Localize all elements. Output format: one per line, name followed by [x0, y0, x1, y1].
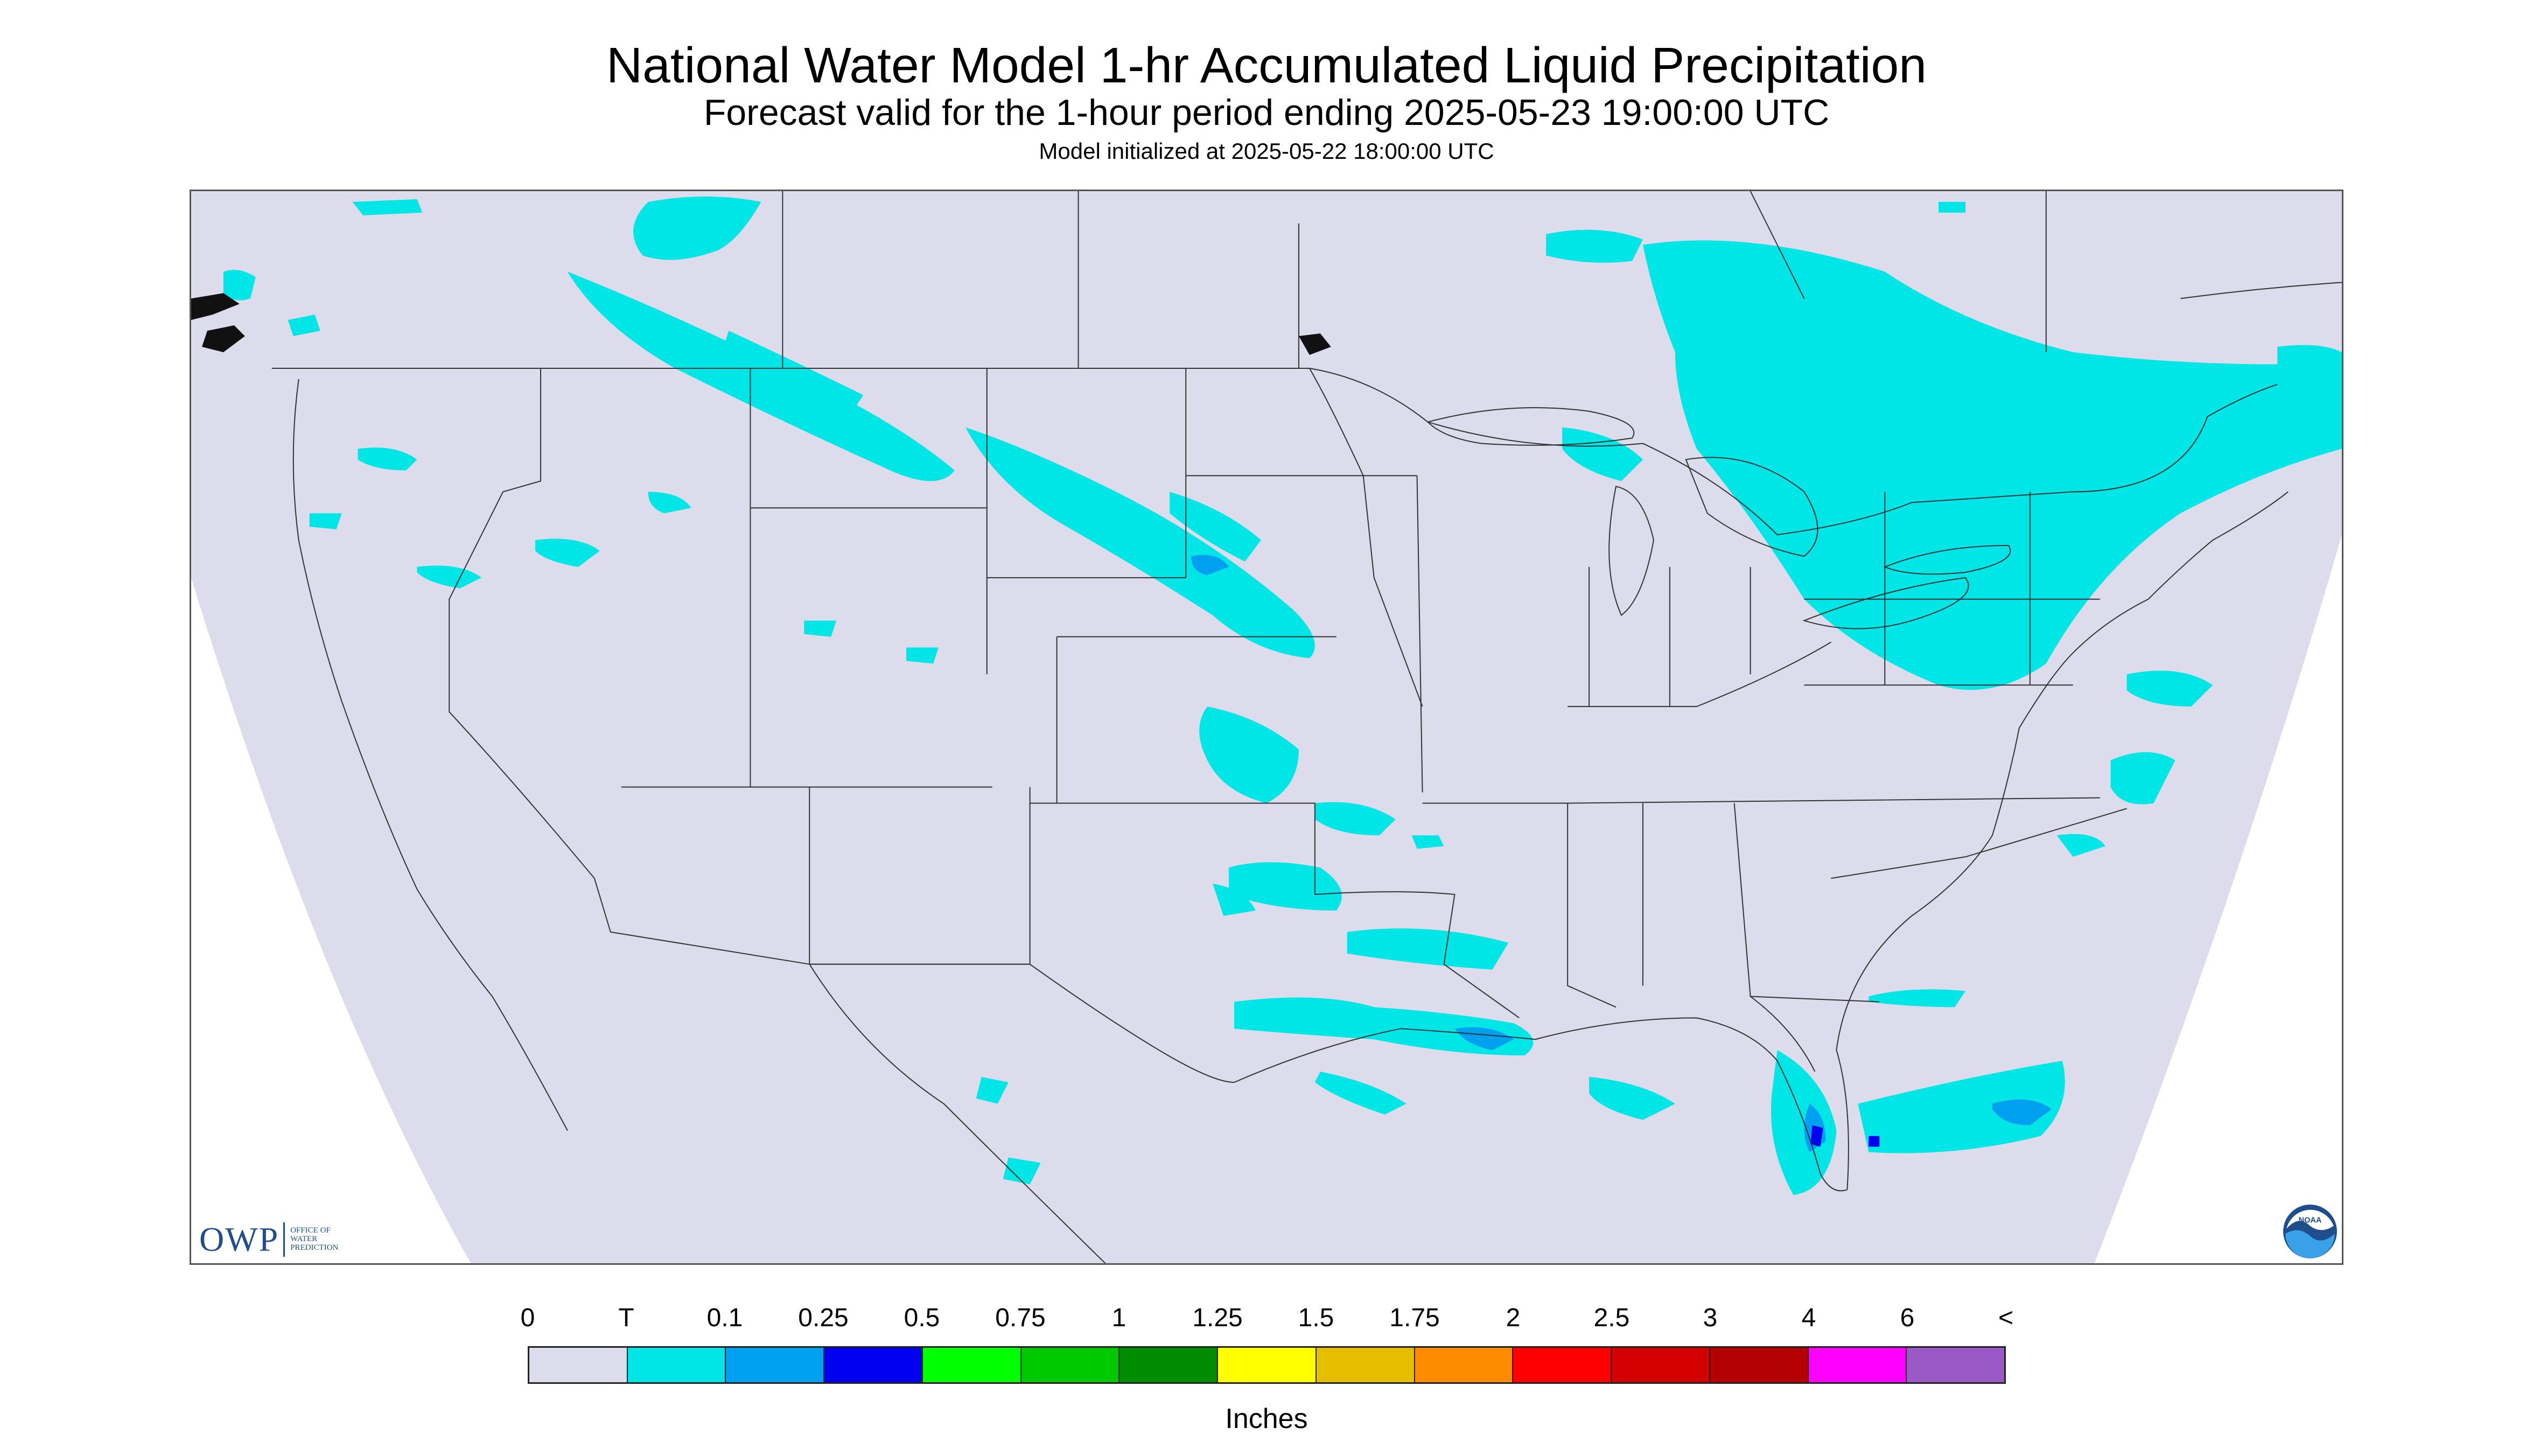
- owp-line-3: PREDICTION: [290, 1243, 339, 1252]
- legend-label: 0.25: [798, 1304, 849, 1332]
- owp-logo: OWP OFFICE OF WATER PREDICTION: [199, 1220, 338, 1259]
- coastline-detail: [191, 293, 1331, 355]
- legend-label: 2: [1506, 1304, 1521, 1332]
- legend-swatch: [1218, 1348, 1317, 1382]
- legend-label: 3: [1703, 1304, 1718, 1332]
- legend-label: 2.5: [1593, 1304, 1630, 1332]
- legend-label: 1: [1111, 1304, 1126, 1332]
- legend-label: 1.75: [1389, 1304, 1440, 1332]
- legend-swatch: [1021, 1348, 1120, 1382]
- legend-swatch: [1710, 1348, 1809, 1382]
- owp-logo-text: OWP: [199, 1220, 279, 1258]
- legend-swatch: [1907, 1348, 2005, 1382]
- map-svg: [191, 191, 2342, 1263]
- owp-logo-subtitle: OFFICE OF WATER PREDICTION: [290, 1227, 338, 1252]
- legend-swatch: [1612, 1348, 1710, 1382]
- legend-label: 0.1: [706, 1304, 743, 1332]
- legend-label: <: [1998, 1304, 2014, 1332]
- legend-swatch: [726, 1348, 825, 1382]
- owp-line-2: WATER: [290, 1235, 318, 1244]
- legend-label: T: [618, 1304, 634, 1332]
- political-boundaries: [271, 191, 2342, 1263]
- owp-logo-divider: [283, 1222, 285, 1257]
- legend-swatch: [1513, 1348, 1612, 1382]
- legend-units: Inches: [1225, 1403, 1308, 1434]
- precipitation-map: [190, 190, 2343, 1265]
- legend-label: 6: [1900, 1304, 1915, 1332]
- color-legend: [528, 1346, 2006, 1384]
- legend-swatch: [824, 1348, 923, 1382]
- legend-label: 0.5: [904, 1304, 940, 1332]
- legend-labels: 0 T 0.1 0.25 0.5 0.75 1 1.25 1.5 1.75 2 2.5 3 4 6 <: [0, 1303, 2533, 1335]
- legend-label: 0: [520, 1304, 535, 1332]
- map-title: National Water Model 1-hr Accumulated Li…: [606, 37, 1927, 93]
- owp-line-1: OFFICE OF: [290, 1226, 331, 1235]
- legend-swatch: [627, 1348, 726, 1382]
- precip-trace-areas: [223, 196, 2342, 1195]
- legend-label: 4: [1801, 1304, 1816, 1332]
- legend-swatch: [922, 1348, 1021, 1382]
- legend-swatch: [529, 1348, 628, 1382]
- noaa-logo: NOAA: [2283, 1205, 2337, 1258]
- model-init-text: Model initialized at 2025-05-22 18:00:00…: [1039, 138, 1494, 164]
- forecast-valid-subtitle: Forecast valid for the 1-hour period end…: [703, 92, 1830, 133]
- legend-swatch: [1415, 1348, 1514, 1382]
- precip-heavy-areas: [1810, 1125, 1880, 1147]
- legend-label: 1.5: [1298, 1304, 1334, 1332]
- legend-swatch: [1119, 1348, 1219, 1382]
- precip-light-areas: [1191, 555, 2052, 1152]
- legend-swatch: [1316, 1348, 1415, 1382]
- legend-label: 0.75: [995, 1304, 1046, 1332]
- legend-label: 1.25: [1192, 1304, 1243, 1332]
- legend-swatch: [1808, 1348, 1907, 1382]
- noaa-logo-text: NOAA: [2299, 1216, 2322, 1224]
